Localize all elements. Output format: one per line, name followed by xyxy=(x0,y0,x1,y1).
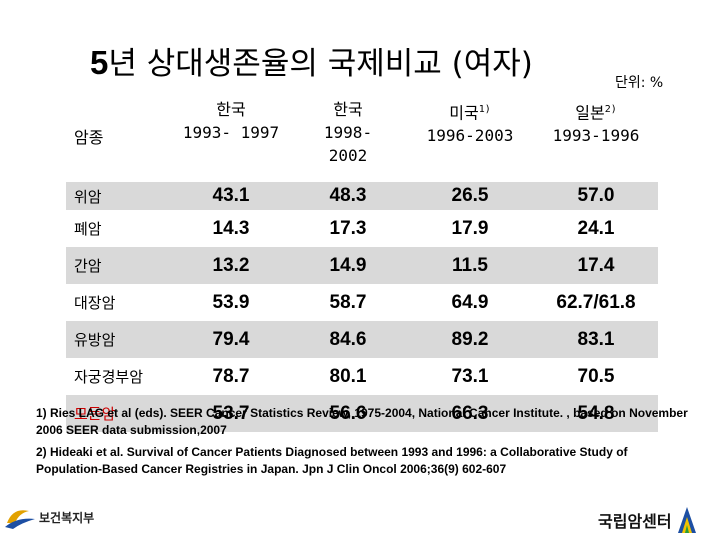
table-cell: 13.2 xyxy=(212,254,250,276)
table-cell: 53.9 xyxy=(212,291,250,313)
page-title: 5년 상대생존율의 국제비교 (여자) xyxy=(90,44,533,82)
header-korea-1993: 한국 1993- 1997 xyxy=(182,100,280,142)
ministry-logo: 보건복지부 xyxy=(3,503,94,531)
row-label: 자궁경부암 xyxy=(74,368,144,386)
table-row: 자궁경부암 78.7 80.1 73.1 70.5 xyxy=(66,358,658,395)
table-cell: 78.7 xyxy=(212,365,250,387)
header-korea-1998: 한국 1998- 2002 xyxy=(323,100,373,165)
table-cell: 48.3 xyxy=(329,185,367,206)
table-cell: 43.1 xyxy=(212,185,250,206)
header-cancer-type: 암종 xyxy=(74,127,104,147)
table-cell: 14.9 xyxy=(329,254,367,276)
table-header-row: 암종 한국 1993- 1997 한국 1998- 2002 미국1) 1996-200… xyxy=(66,92,658,182)
table-cell: 24.1 xyxy=(577,217,615,239)
table-cell: 84.6 xyxy=(329,328,367,350)
table-row: 위암 43.1 48.3 26.5 57.0 xyxy=(66,182,658,210)
header-usa: 미국1) 1996-2003 xyxy=(426,103,514,146)
table-cell: 73.1 xyxy=(451,365,489,387)
table-row: 유방암 79.4 84.6 89.2 83.1 xyxy=(66,321,658,358)
table-row: 간암 13.2 14.9 11.5 17.4 xyxy=(66,247,658,284)
table-cell: 62.7/61.8 xyxy=(556,291,636,313)
footnote-1: 1) Ries LAG et al (eds). SEER Cancer Sta… xyxy=(36,406,688,437)
table-cell: 80.1 xyxy=(329,365,367,387)
table-row: 모든암 53.7 56.6 66.3 54.8 xyxy=(66,395,658,432)
table-cell: 17.9 xyxy=(451,217,489,239)
row-label: 유방암 xyxy=(74,331,116,349)
table-cell: 26.5 xyxy=(451,185,489,206)
table-cell: 14.3 xyxy=(212,217,250,239)
table-cell: 53.7 xyxy=(212,402,250,424)
footnote-2: 2) Hideaki et al. Survival of Cancer Pat… xyxy=(36,445,628,476)
unit-label: 단위: % xyxy=(615,75,664,91)
table-cell: 57.0 xyxy=(577,185,615,206)
ncc-logo: 국립암센터 xyxy=(598,505,698,535)
table-cell: 17.4 xyxy=(577,254,615,276)
table-cell: 70.5 xyxy=(577,365,615,387)
table-cell: 17.3 xyxy=(329,217,367,239)
table-cell: 83.1 xyxy=(577,328,615,350)
table-cell: 66.3 xyxy=(451,402,489,424)
survival-table: 암종 한국 1993- 1997 한국 1998- 2002 미국1) 1996-200… xyxy=(66,92,658,432)
table-cell: 64.9 xyxy=(451,291,489,313)
row-label: 대장암 xyxy=(74,294,116,312)
table-cell: 54.8 xyxy=(577,402,615,424)
header-japan: 일본2) 1993-1996 xyxy=(552,103,640,146)
ministry-name: 보건복지부 xyxy=(39,510,95,525)
row-label: 모든암 xyxy=(74,405,116,423)
ncc-name: 국립암센터 xyxy=(598,512,672,531)
row-label: 위암 xyxy=(74,187,102,206)
ministry-emblem-icon xyxy=(5,510,35,529)
table-row: 대장암 53.9 58.7 64.9 62.7/61.8 xyxy=(66,284,658,321)
table-cell: 89.2 xyxy=(451,328,489,350)
ncc-emblem-icon xyxy=(677,507,696,533)
row-label: 간암 xyxy=(74,257,102,275)
table-cell: 56.6 xyxy=(329,402,367,424)
row-label: 폐암 xyxy=(74,220,102,238)
table-cell: 11.5 xyxy=(452,254,488,276)
table-row: 폐암 14.3 17.3 17.9 24.1 xyxy=(66,210,658,247)
table-cell: 79.4 xyxy=(212,328,250,350)
table-cell: 58.7 xyxy=(329,291,367,313)
